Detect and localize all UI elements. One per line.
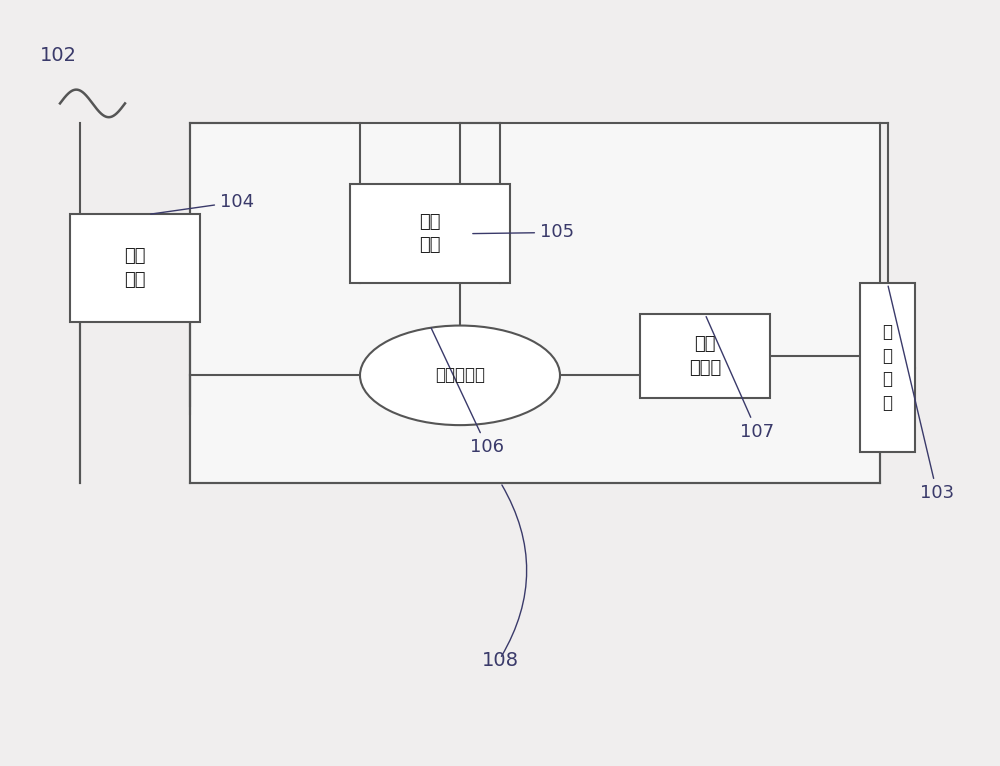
Text: 107: 107 [706,316,774,440]
Text: 103: 103 [888,286,954,502]
Bar [190,123,880,483]
Text: 加
热
装
置: 加 热 装 置 [883,323,893,412]
Ellipse shape [360,326,560,425]
Bar [70,214,200,322]
Text: 高温
熔断器: 高温 熔断器 [689,336,721,377]
Bar [350,184,510,283]
Text: 108: 108 [482,651,518,670]
Bar [860,283,915,452]
Bar [640,314,770,398]
Text: 105: 105 [473,224,574,241]
Text: 控温
装置: 控温 装置 [419,213,441,254]
Text: 外界
电源: 外界 电源 [124,247,146,289]
Text: 过温断路器: 过温断路器 [435,366,485,385]
Text: 104: 104 [151,193,254,214]
Text: 106: 106 [431,328,504,456]
Text: 102: 102 [40,46,77,65]
